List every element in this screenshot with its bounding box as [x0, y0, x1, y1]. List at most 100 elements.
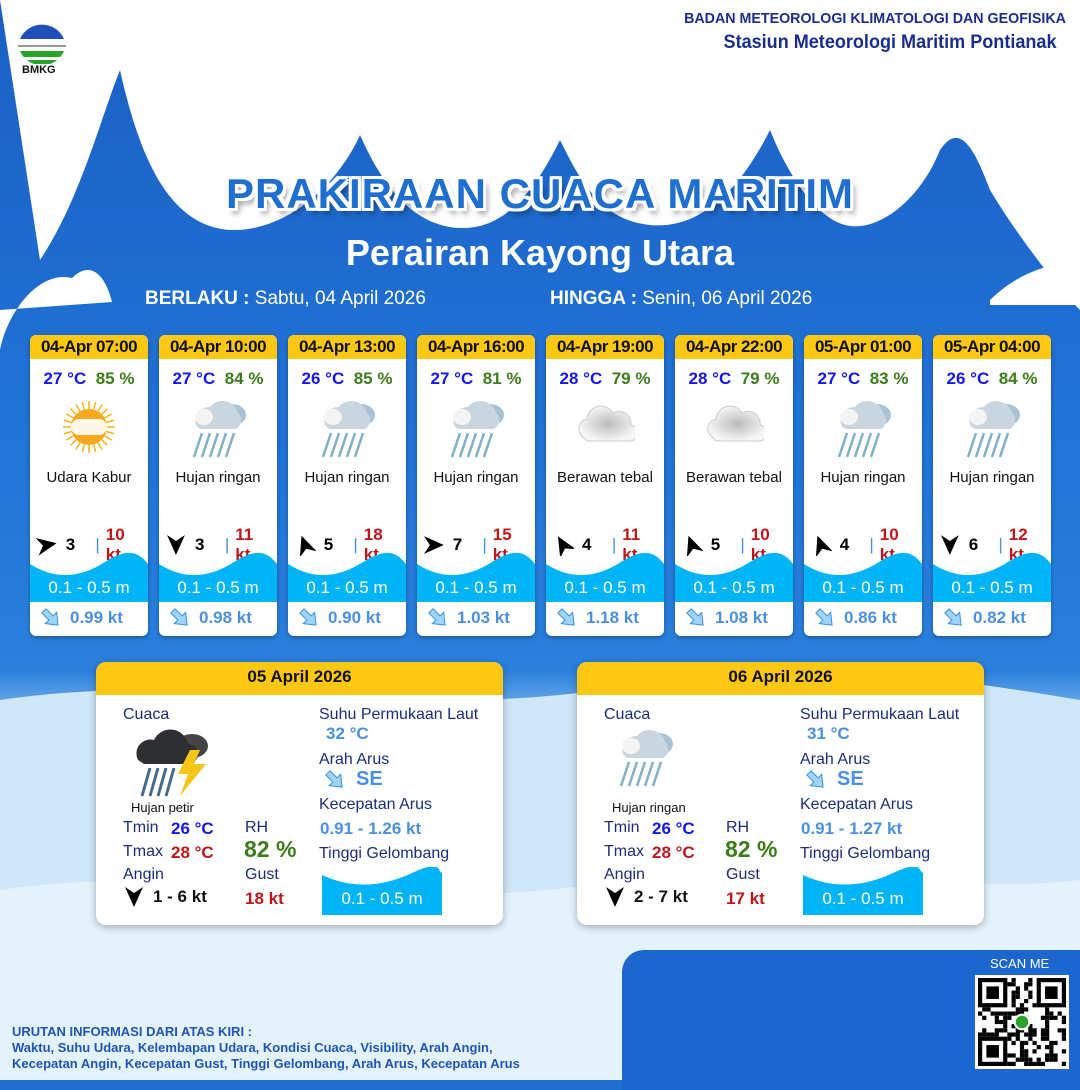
rh-value: 82 % — [244, 836, 297, 862]
wind-direction-icon — [557, 536, 574, 556]
humidity: 84 % — [998, 369, 1038, 388]
valid-from-date: Sabtu, 04 April 2026 — [254, 288, 426, 309]
bmkg-logo — [18, 23, 66, 71]
forecast-time: 05-Apr 04:00 — [933, 335, 1051, 359]
wind-direction-icon — [815, 535, 832, 556]
light-rain-icon — [446, 395, 506, 459]
current-speed-label: Kecepatan Arus — [319, 796, 432, 813]
sst-value: 31 °C — [807, 724, 850, 743]
tmin-label: Tmin — [604, 819, 640, 836]
wind-direction-icon — [299, 535, 316, 556]
wave-graphic — [675, 552, 793, 602]
wind-direction-icon — [166, 535, 185, 555]
current-speed: 0.98 kt — [199, 608, 252, 627]
air-temp: 27 °C — [430, 369, 474, 388]
gust-label: Gust — [245, 866, 279, 883]
haze-sun-icon — [59, 395, 119, 459]
wind-direction-icon — [125, 887, 143, 907]
wave-graphic — [288, 552, 406, 602]
gust-speed: 10 kt — [750, 525, 770, 564]
light-rain-icon — [833, 395, 893, 459]
scan-label: SCAN ME — [990, 956, 1050, 971]
current-direction-icon — [299, 608, 317, 626]
forecast-card: 04-Apr 10:00 27 °C 84 % Hujan ringan 3 | 1… — [159, 335, 277, 636]
weather-condition: Berawan tebal — [557, 469, 653, 486]
qr-code[interactable] — [975, 975, 1069, 1069]
sst-label: Suhu Permukaan Laut — [319, 706, 479, 723]
wind-speed: 3 — [65, 535, 76, 554]
weather-condition: Hujan ringan — [949, 469, 1035, 486]
forecast-card: 04-Apr 13:00 26 °C 85 % Hujan ringan 5 | 1… — [288, 335, 406, 636]
forecast-card: 04-Apr 07:00 27 °C 85 % Udara Kabur 3 | 10… — [30, 335, 148, 636]
daily-date: 05 April 2026 — [96, 662, 503, 695]
light-rain-icon — [317, 395, 377, 459]
forecast-time: 04-Apr 13:00 — [288, 335, 406, 359]
wave-graphic — [804, 552, 922, 602]
wave-label: Tinggi Gelombang — [800, 845, 931, 862]
current-direction-value: SE — [837, 768, 864, 790]
current-direction-icon — [325, 769, 343, 788]
current-direction-icon — [557, 608, 575, 626]
humidity: 85 % — [353, 369, 393, 388]
air-temp: 27 °C — [817, 369, 861, 388]
current-speed-value: 0.91 - 1.26 kt — [320, 819, 422, 838]
current-speed: 1.18 kt — [586, 608, 639, 627]
gust-value: 17 kt — [726, 889, 765, 908]
light-rain-icon — [962, 395, 1022, 459]
current-speed-value: 0.91 - 1.27 kt — [801, 819, 903, 838]
current-speed-label: Kecepatan Arus — [800, 796, 913, 813]
forecast-card: 04-Apr 19:00 28 °C 79 % Berawan tebal 4 |… — [546, 335, 664, 636]
logo-text: BMKG — [22, 64, 56, 76]
tmin-value: 26 °C — [171, 819, 214, 838]
weather-condition: Udara Kabur — [46, 469, 132, 486]
weather-condition: Hujan ringan — [820, 469, 906, 486]
current-direction-label: Arah Arus — [800, 751, 871, 768]
rh-label: RH — [726, 819, 750, 836]
valid-to-date: Senin, 06 April 2026 — [642, 288, 813, 309]
daily-wave-height: 0.1 - 0.5 m — [341, 889, 423, 908]
air-temp: 26 °C — [301, 369, 345, 388]
rh-value: 82 % — [725, 836, 778, 862]
daily-wave-height: 0.1 - 0.5 m — [822, 889, 904, 908]
footer-legend: URUTAN INFORMASI DARI ATAS KIRI : Waktu,… — [12, 1024, 520, 1072]
current-direction-icon — [686, 608, 704, 626]
weather-condition: Hujan ringan — [433, 469, 519, 486]
forecast-time: 04-Apr 07:00 — [30, 335, 148, 359]
forecast-time: 04-Apr 10:00 — [159, 335, 277, 359]
valid-from-label: BERLAKU : — [145, 288, 250, 309]
current-direction-label: Arah Arus — [319, 751, 390, 768]
station-name: Stasiun Meteorologi Maritim Pontianak — [723, 32, 1056, 53]
overcast-cloud-icon — [704, 395, 768, 459]
forecast-time: 04-Apr 22:00 — [675, 335, 793, 359]
valid-to-label: HINGGA : — [550, 288, 637, 309]
wave-graphic — [546, 552, 664, 602]
valid-from: BERLAKU : Sabtu, 04 April 2026 — [145, 288, 426, 310]
humidity: 85 % — [95, 369, 135, 388]
tmin-label: Tmin — [123, 819, 159, 836]
wind-direction-icon — [606, 887, 624, 907]
wave-graphic — [30, 552, 148, 602]
air-temp: 28 °C — [559, 369, 603, 388]
wave-label: Tinggi Gelombang — [319, 845, 450, 862]
forecast-time: 04-Apr 16:00 — [417, 335, 535, 359]
tmax-value: 28 °C — [652, 843, 695, 862]
air-temp: 28 °C — [688, 369, 732, 388]
current-direction-icon — [428, 608, 446, 626]
wave-graphic — [417, 552, 535, 602]
wind-direction-icon — [36, 537, 57, 556]
current-direction-icon — [170, 608, 188, 626]
tmax-label: Tmax — [123, 843, 163, 860]
weather-condition: Hujan ringan — [304, 469, 390, 486]
forecast-time: 05-Apr 01:00 — [804, 335, 922, 359]
current-speed: 0.99 kt — [70, 608, 123, 627]
weather-label: Cuaca — [604, 706, 651, 723]
daily-date: 06 April 2026 — [577, 662, 984, 695]
current-speed: 1.08 kt — [715, 608, 768, 627]
wave-graphic — [933, 552, 1051, 602]
wave-graphic — [159, 552, 277, 602]
wind-label: Angin — [604, 866, 645, 883]
humidity: 81 % — [482, 369, 522, 388]
wind-direction-icon — [940, 535, 959, 555]
humidity: 79 % — [611, 369, 651, 388]
current-speed: 0.86 kt — [844, 608, 897, 627]
